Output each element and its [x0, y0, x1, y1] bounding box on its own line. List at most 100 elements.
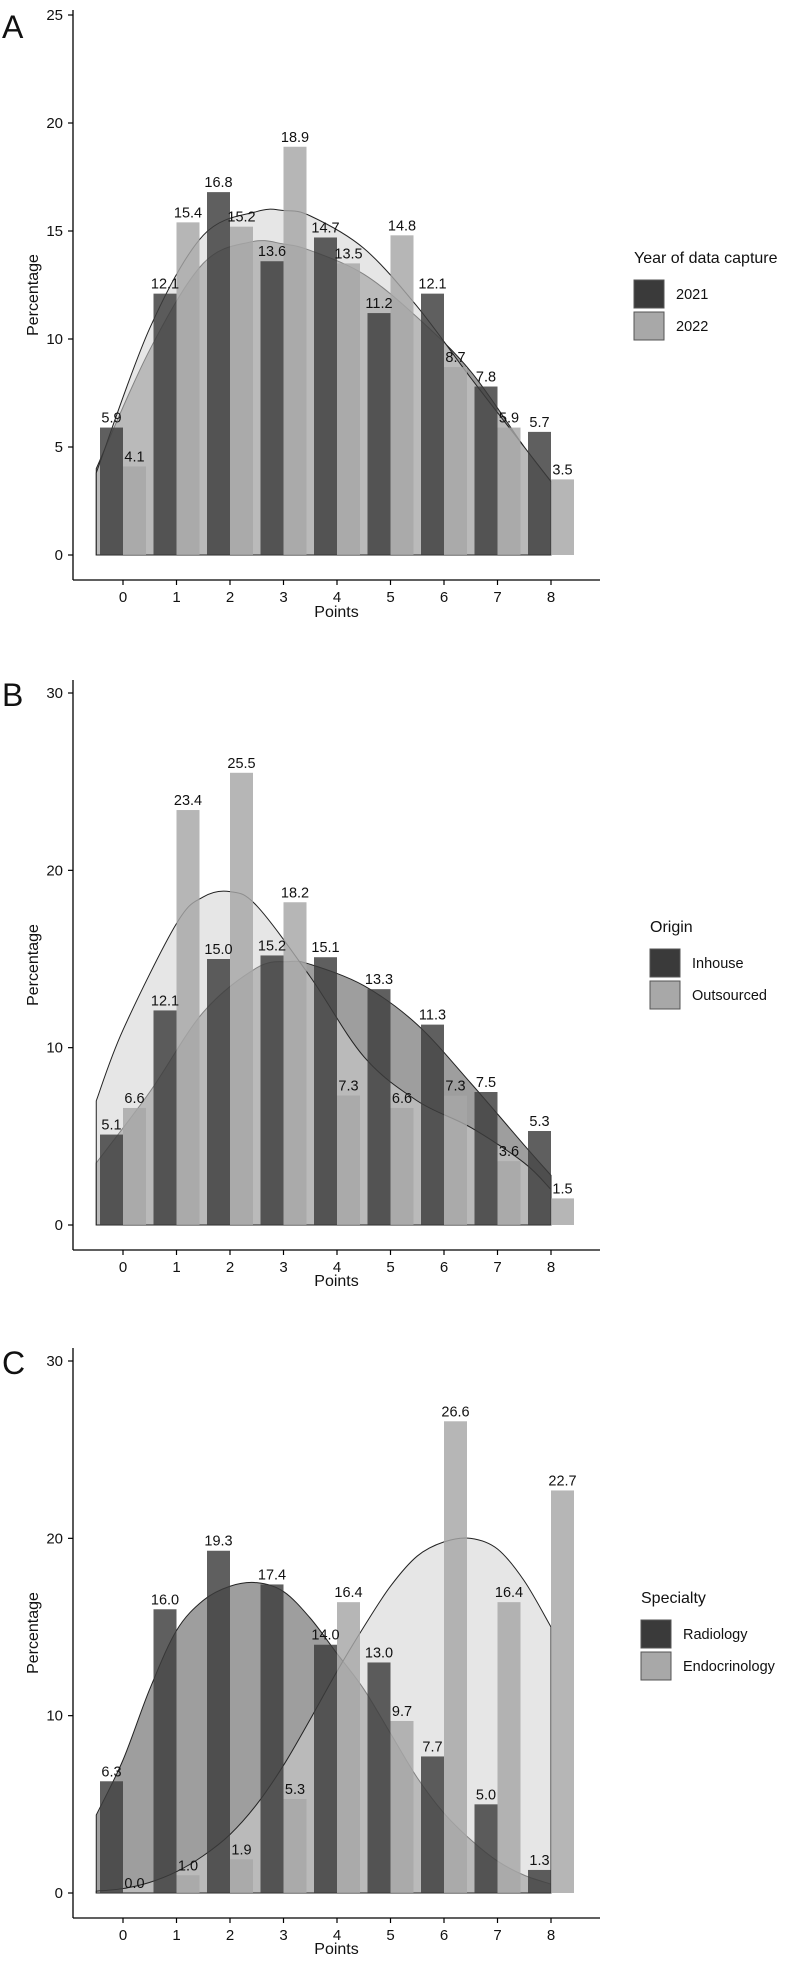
value-label: 13.5 [334, 246, 362, 262]
bar-radiology-7 [474, 1804, 498, 1893]
value-label: 1.9 [231, 1842, 251, 1858]
x-tick-label: 1 [172, 589, 180, 606]
panel-letter: C [2, 1345, 25, 1381]
bar-2022-4 [337, 263, 360, 555]
y-tick-label: 25 [46, 7, 63, 24]
y-axis-title: Percentage [25, 254, 42, 336]
value-label: 15.0 [204, 942, 232, 958]
value-label: 15.2 [227, 210, 255, 226]
x-tick-label: 8 [547, 1259, 555, 1276]
bar-2021-5 [367, 313, 391, 555]
y-tick-label: 20 [46, 862, 63, 879]
value-label: 15.1 [311, 940, 339, 956]
bar-endocrinology-4 [337, 1602, 360, 1893]
bar-inhouse-4 [314, 957, 337, 1225]
value-label: 26.6 [441, 1404, 469, 1420]
value-label: 13.6 [258, 244, 286, 260]
value-label: 1.0 [178, 1858, 198, 1874]
value-label: 1.5 [552, 1181, 572, 1197]
x-tick-label: 5 [386, 1259, 394, 1276]
bar-radiology-0 [100, 1781, 123, 1893]
bar-2022-3 [283, 146, 307, 555]
x-tick-label: 0 [119, 589, 127, 606]
bar-endocrinology-2 [230, 1859, 253, 1893]
value-label: 8.7 [445, 350, 465, 366]
bar-radiology-2 [207, 1550, 230, 1893]
value-label: 17.4 [258, 1567, 286, 1583]
value-label: 14.0 [311, 1628, 339, 1644]
value-label: 7.3 [445, 1079, 465, 1095]
legend-key-endocrinology [640, 1651, 672, 1681]
y-axis-title: Percentage [25, 1592, 42, 1674]
panel-a: 5.9 12.1 16.8 13.6 14.7 11.2 12.1 7.8 5.7 4.1 15.4… [2, 7, 778, 621]
bar-outsourced-1 [176, 810, 200, 1225]
legend: Year of data capture 2021 2022 [633, 250, 778, 341]
value-label: 7.3 [338, 1079, 358, 1095]
bar-2021-0 [100, 427, 123, 555]
legend-title: Origin [650, 919, 693, 936]
bar-2022-5 [390, 235, 414, 555]
y-tick-label: 0 [55, 1217, 63, 1234]
bar-endocrinology-6 [444, 1421, 467, 1893]
value-label: 16.4 [334, 1585, 362, 1601]
bar-outsourced-4 [337, 1095, 360, 1225]
value-label: 6.3 [101, 1764, 121, 1780]
value-label: 3.5 [552, 462, 572, 478]
value-label: 5.3 [529, 1114, 549, 1130]
y-tick-label: 5 [55, 439, 63, 456]
value-label: 5.9 [499, 411, 519, 427]
bar-endocrinology-8 [551, 1490, 574, 1893]
y-tick-label: 0 [55, 1885, 63, 1902]
legend-key-2021 [633, 279, 665, 309]
value-label: 19.3 [204, 1534, 232, 1550]
bar-2021-1 [153, 293, 177, 555]
legend-key-outsourced [649, 980, 681, 1010]
value-label: 1.3 [529, 1853, 549, 1869]
bar-radiology-5 [367, 1662, 391, 1893]
bar-outsourced-6 [444, 1095, 467, 1225]
bar-radiology-6 [421, 1756, 444, 1893]
legend-label: Inhouse [692, 956, 744, 972]
panel-b: 5.1 12.1 15.0 15.2 15.1 13.3 11.3 7.5 5.3 6.6 23.4… [2, 677, 767, 1290]
value-label: 14.7 [311, 220, 339, 236]
legend: Specialty Radiology Endocrinology [640, 1590, 776, 1681]
x-tick-label: 3 [279, 1259, 287, 1276]
value-label: 22.7 [548, 1473, 576, 1489]
value-label: 12.1 [151, 277, 179, 293]
bar-2022-8 [551, 479, 574, 555]
bar-2021-6 [421, 293, 444, 555]
value-label: 12.1 [151, 993, 179, 1009]
legend-label: Radiology [683, 1627, 748, 1643]
x-tick-label: 7 [493, 1259, 501, 1276]
value-label: 5.0 [476, 1787, 496, 1803]
y-tick-label: 30 [46, 685, 63, 702]
x-tick-label: 8 [547, 589, 555, 606]
legend-title: Specialty [641, 1590, 706, 1607]
legend-label: Endocrinology [683, 1659, 776, 1675]
value-label: 7.7 [422, 1739, 442, 1755]
value-label: 4.1 [124, 449, 144, 465]
value-label: 16.4 [495, 1585, 523, 1601]
bar-2022-0 [123, 466, 146, 555]
x-tick-label: 2 [226, 589, 234, 606]
y-tick-label: 0 [55, 547, 63, 564]
bar-radiology-3 [260, 1584, 284, 1893]
bar-inhouse-3 [260, 955, 284, 1225]
legend-key-inhouse [649, 948, 681, 978]
value-label: 9.7 [392, 1704, 412, 1720]
x-tick-label: 6 [440, 1259, 448, 1276]
value-label: 12.1 [418, 277, 446, 293]
y-tick-label: 10 [46, 1708, 63, 1725]
value-label: 6.6 [392, 1091, 412, 1107]
x-tick-label: 3 [279, 589, 287, 606]
value-label: 13.3 [365, 972, 393, 988]
value-label: 18.9 [281, 130, 309, 146]
x-tick-label: 8 [547, 1927, 555, 1944]
bar-2021-3 [260, 261, 284, 555]
value-label: 18.2 [281, 885, 309, 901]
x-axis-title: Points [314, 604, 358, 621]
value-label: 16.0 [151, 1592, 179, 1608]
bar-inhouse-5 [367, 989, 391, 1225]
bar-radiology-8 [528, 1869, 551, 1893]
